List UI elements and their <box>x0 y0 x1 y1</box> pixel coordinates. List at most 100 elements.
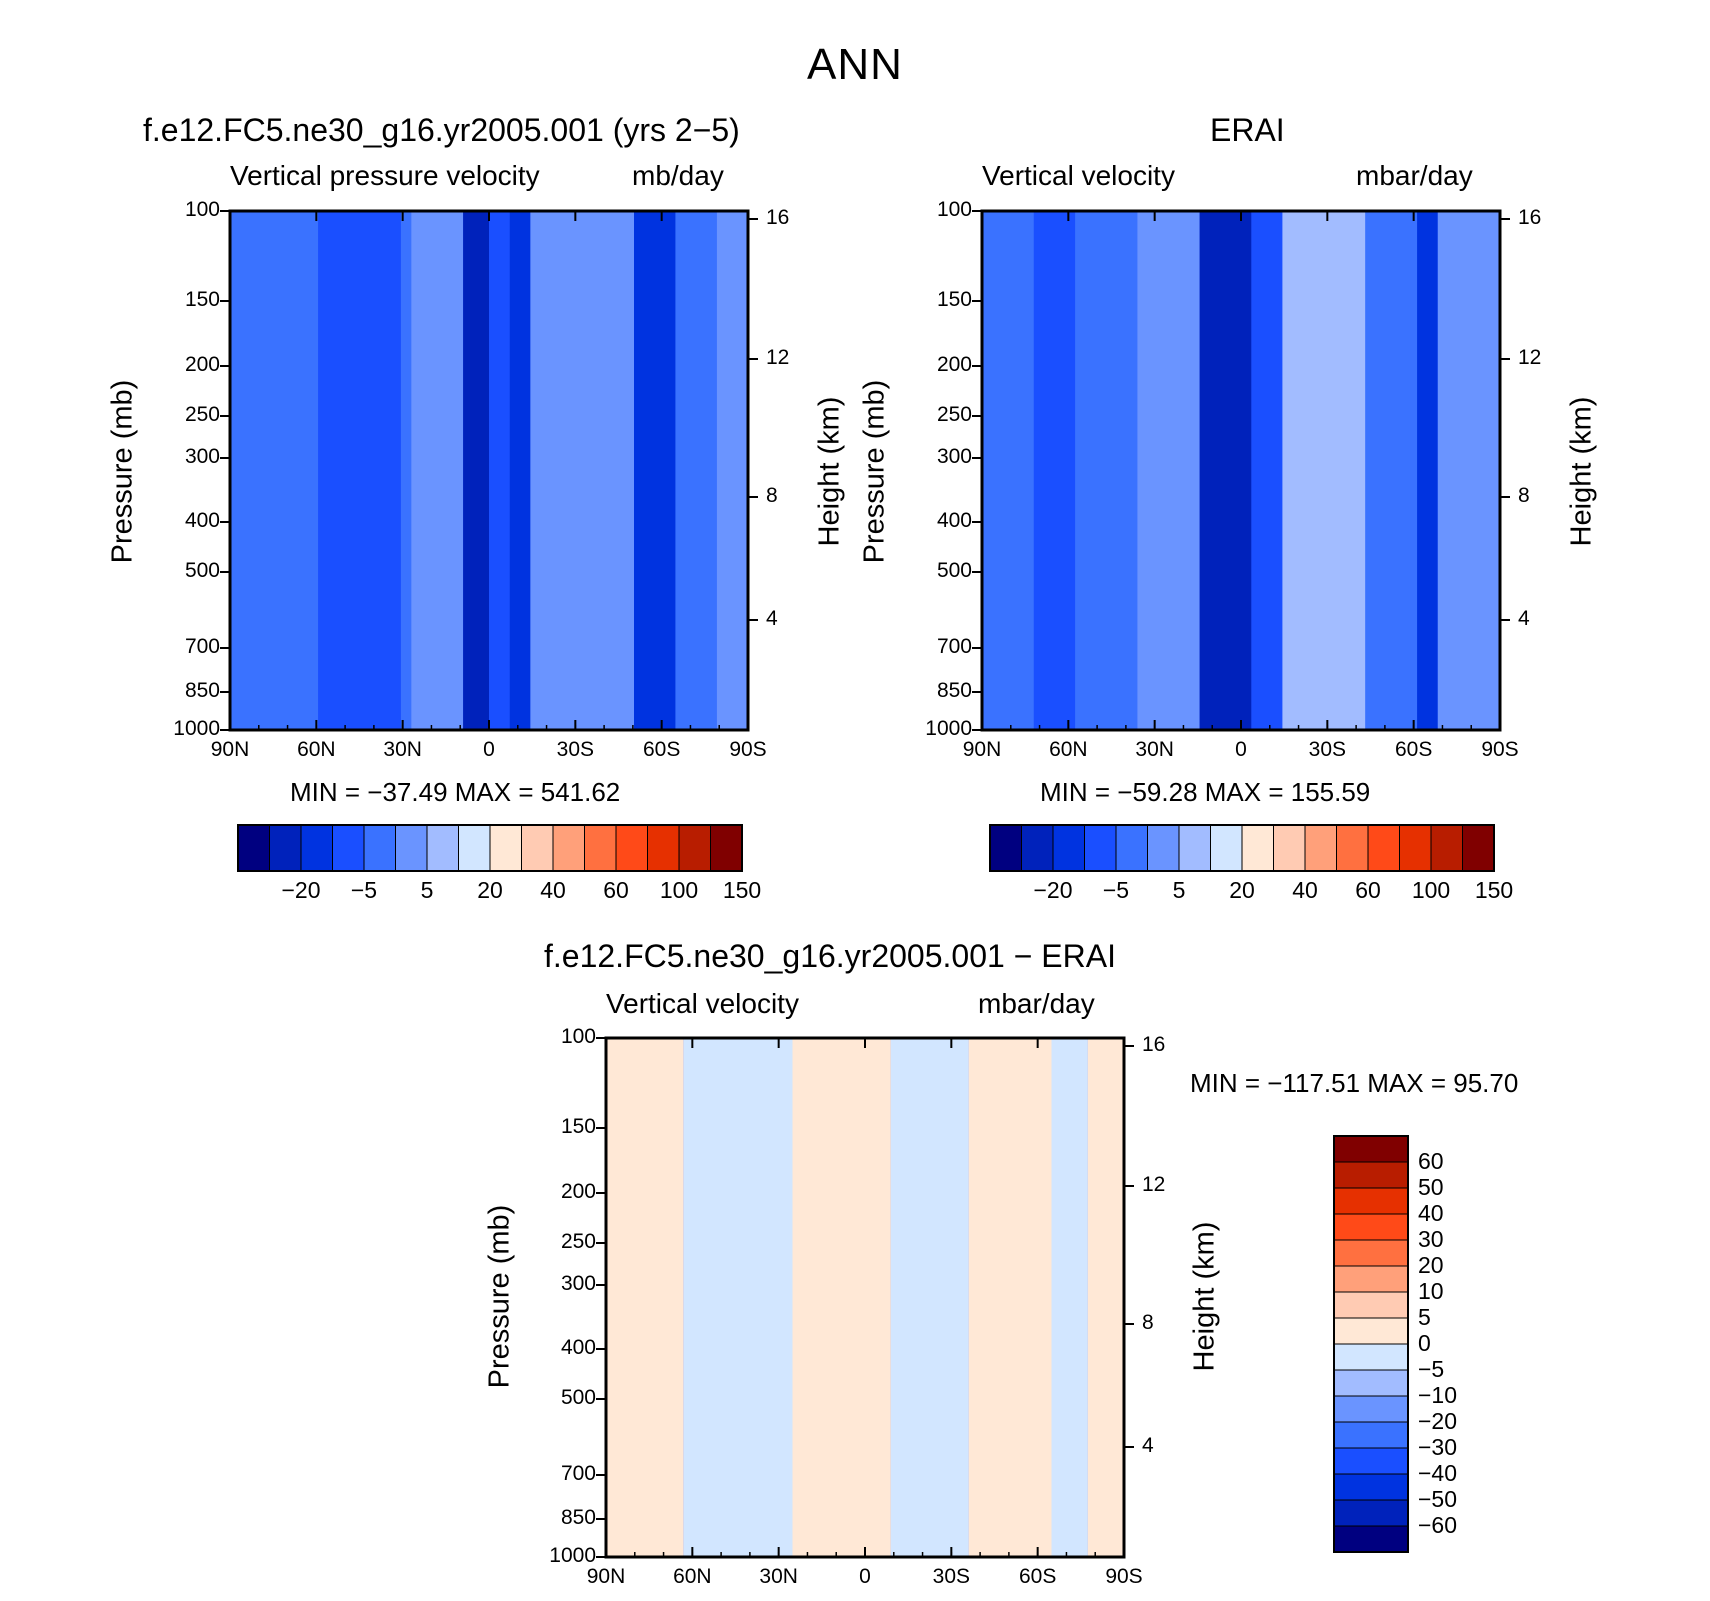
x-tick-label: 90S <box>1105 1565 1143 1588</box>
y-tick-label: 700 <box>184 635 220 658</box>
x-tick-label: 60N <box>673 1565 712 1588</box>
page-title: ANN <box>807 40 903 89</box>
colorbar-swatch <box>426 824 459 872</box>
colorbar-frame <box>989 824 1495 872</box>
panel-model-colorbar <box>237 824 743 872</box>
colorbar-tick-label: −20 <box>1033 877 1073 903</box>
y-tick-label: 300 <box>936 445 972 468</box>
colorbar-swatch <box>1084 824 1117 872</box>
y2-tick-label: 8 <box>1518 484 1530 507</box>
colorbar-swatch <box>1333 1265 1409 1293</box>
colorbar-swatch <box>678 824 711 872</box>
contour-band <box>675 211 717 730</box>
y-tick-label: 700 <box>560 1462 596 1485</box>
colorbar-tick-label: 20 <box>1229 877 1255 903</box>
colorbar-swatch <box>1333 1395 1409 1423</box>
colorbar-swatch <box>1333 1343 1409 1371</box>
colorbar-tick-label: 30 <box>1418 1226 1444 1252</box>
y-tick-label: 500 <box>936 559 972 582</box>
panel-model-y2-axis-label: Height (km) <box>813 396 846 547</box>
colorbar-swatch <box>615 824 648 872</box>
colorbar-swatch <box>1304 824 1337 872</box>
colorbar-swatch <box>1399 824 1432 872</box>
y-tick-label: 300 <box>560 1272 596 1295</box>
colorbar-swatch <box>1333 1291 1409 1319</box>
colorbar-swatch <box>1333 1213 1409 1241</box>
colorbar-swatch <box>1115 824 1148 872</box>
panel-model-title: f.e12.FC5.ne30_g16.yr2005.001 (yrs 2−5) <box>143 112 740 148</box>
x-tick-label: 0 <box>859 1565 871 1588</box>
panel-diff-minmax: MIN = −117.51 MAX = 95.70 <box>1190 1068 1519 1098</box>
x-tick-label: 30N <box>759 1565 798 1588</box>
contour-band <box>1051 1038 1088 1557</box>
colorbar-tick-label: 40 <box>540 877 566 903</box>
x-tick-label: 60N <box>1049 738 1088 761</box>
y-tick-label: 500 <box>184 559 220 582</box>
x-tick-label: 90N <box>586 1565 626 1588</box>
colorbar-tick-label: 20 <box>1418 1252 1444 1278</box>
y2-tick-label: 12 <box>1518 346 1542 369</box>
contour-band <box>318 211 401 730</box>
contour-band <box>463 211 489 730</box>
contour-band <box>1365 211 1418 730</box>
y2-tick-label: 16 <box>766 206 790 229</box>
x-tick-label: 0 <box>483 738 495 761</box>
y-tick-label: 250 <box>560 1230 596 1253</box>
panel-model-minmax: MIN = −37.49 MAX = 541.62 <box>290 777 621 807</box>
y-tick-label: 150 <box>184 288 220 311</box>
contour-band <box>1282 211 1366 730</box>
contour-band <box>1199 211 1252 730</box>
y2-tick-label: 16 <box>1518 206 1542 229</box>
panel-diff-plot <box>596 1036 1134 1559</box>
colorbar-tick-label: 150 <box>722 877 762 903</box>
colorbar-tick-label: −60 <box>1418 1512 1458 1538</box>
panel-diff-left-label: Vertical velocity <box>606 988 799 1019</box>
colorbar-swatch <box>647 824 680 872</box>
y-tick-label: 300 <box>184 445 220 468</box>
colorbar-swatch <box>1147 824 1180 872</box>
colorbar-swatch <box>710 824 743 872</box>
panel-diff-right-label: mbar/day <box>978 988 1095 1019</box>
y-tick-label: 400 <box>184 509 220 532</box>
contour-band <box>400 211 412 730</box>
colorbar-tick-label: 5 <box>420 877 434 903</box>
y-tick-label: 250 <box>936 403 972 426</box>
x-tick-label: 0 <box>1235 738 1247 761</box>
colorbar-swatch <box>1021 824 1054 872</box>
y2-tick-label: 8 <box>1142 1311 1154 1334</box>
y-tick-label: 700 <box>936 635 972 658</box>
x-tick-label: 30N <box>383 738 422 761</box>
panel-diff-colorbar <box>1333 1135 1409 1553</box>
y2-tick-label: 16 <box>1142 1033 1166 1056</box>
contour-band <box>1437 211 1500 730</box>
y2-tick-label: 4 <box>1518 607 1530 630</box>
colorbar-swatch <box>1333 1499 1409 1527</box>
colorbar-tick-label: 40 <box>1292 877 1318 903</box>
colorbar-tick-label: 60 <box>1418 1148 1444 1174</box>
colorbar-swatch <box>489 824 522 872</box>
y-tick-label: 250 <box>184 403 220 426</box>
colorbar-swatch <box>332 824 365 872</box>
y-tick-label: 150 <box>560 1115 596 1138</box>
colorbar-tick-label: 0 <box>1418 1330 1431 1356</box>
panel-model-right-label: mb/day <box>632 160 724 191</box>
colorbar-swatch <box>1462 824 1495 872</box>
panel-erai-colorbar <box>989 824 1495 872</box>
y-tick-label: 1000 <box>925 717 972 740</box>
x-tick-label: 60N <box>297 738 336 761</box>
colorbar-swatch <box>1178 824 1211 872</box>
colorbar-tick-label: −30 <box>1418 1434 1458 1460</box>
colorbar-swatch <box>1336 824 1369 872</box>
contour-band <box>890 1038 969 1557</box>
colorbar-swatch <box>989 824 1022 872</box>
colorbar-swatch <box>1241 824 1274 872</box>
colorbar-tick-label: −20 <box>1418 1408 1458 1434</box>
colorbar-swatch <box>363 824 396 872</box>
contour-band <box>716 211 748 730</box>
colorbar-tick-label: 10 <box>1418 1278 1444 1304</box>
colorbar-tick-label: 20 <box>477 877 503 903</box>
colorbar-frame <box>237 824 743 872</box>
colorbar-tick-label: 5 <box>1418 1304 1431 1330</box>
colorbar-swatch <box>1430 824 1463 872</box>
colorbar-swatch <box>584 824 617 872</box>
